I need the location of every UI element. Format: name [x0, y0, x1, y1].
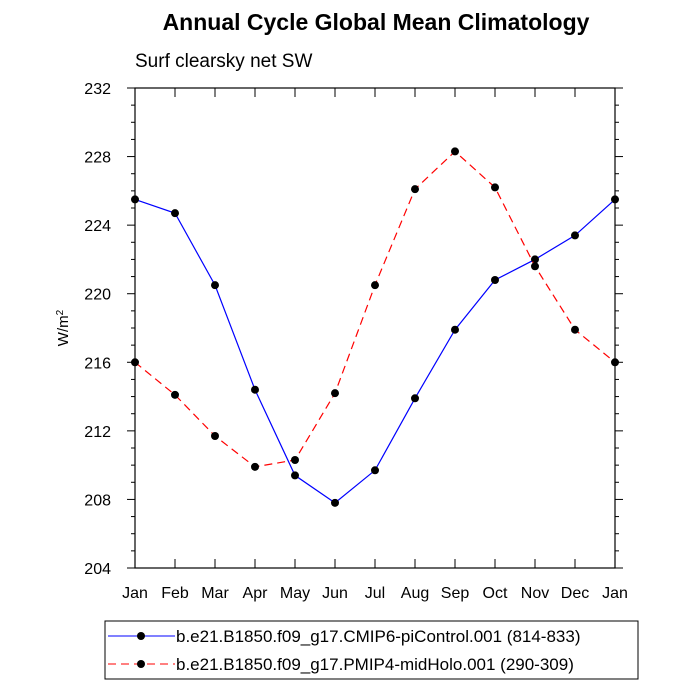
- y-tick-label: 204: [84, 561, 111, 578]
- y-tick-label: 208: [84, 492, 111, 509]
- series-1-point: [491, 276, 499, 284]
- series-2-point: [211, 432, 219, 440]
- series-1-point: [211, 281, 219, 290]
- y-tick-label: 216: [84, 355, 111, 372]
- tick-labels: Jan Feb Mar Apr May Jun Jul Aug Sep Oct Nov Dec Jan 2…: [84, 81, 628, 602]
- series-2-point: [491, 183, 499, 192]
- legend-box: [104, 620, 639, 680]
- y-axis-label-text: W/m: [55, 315, 72, 346]
- x-tick-label: Jun: [322, 585, 348, 602]
- series-2-point: [531, 262, 539, 271]
- y-tick-label: 212: [84, 424, 111, 441]
- series-1-point: [291, 471, 299, 480]
- legend: b.e21.B1850.f09_g17.CMIP6-piControl.001 …: [104, 620, 639, 680]
- legend-label-series-1: b.e21.B1850.f09_g17.CMIP6-piControl.001 …: [176, 627, 581, 646]
- x-tick-label: Sep: [441, 585, 470, 602]
- y-tick-label: 224: [84, 218, 111, 235]
- series-1-point: [371, 466, 379, 475]
- series-1-point: [171, 209, 179, 218]
- legend-label-series-2: b.e21.B1850.f09_g17.PMIP4-midHolo.001 (2…: [176, 655, 574, 674]
- x-tick-label: Jan: [122, 585, 148, 602]
- x-tick-label: Jan: [602, 585, 628, 602]
- series-1-point: [411, 394, 419, 403]
- series-1-point: [251, 385, 259, 394]
- axis-ticks: [127, 87, 623, 569]
- series-line-2: [134, 150, 616, 468]
- series-2-point: [251, 462, 259, 471]
- x-tick-label: Jul: [365, 585, 385, 602]
- y-axis-label: W/m2: [55, 309, 73, 346]
- chart-subtitle: Surf clearsky net SW: [135, 51, 312, 72]
- series-1-point: [451, 325, 459, 334]
- series-2-point: [451, 147, 459, 156]
- series-line-1: [134, 198, 616, 504]
- x-tick-label: May: [280, 585, 310, 602]
- plot-frame: [134, 87, 616, 569]
- series-layer: [131, 147, 619, 507]
- series-2-point: [571, 325, 579, 334]
- x-tick-label: Oct: [483, 585, 508, 602]
- series-1-point: [571, 231, 579, 240]
- chart-title: Annual Cycle Global Mean Climatology: [163, 9, 590, 35]
- y-axis-label-superscript: 2: [55, 309, 66, 315]
- x-tick-label: Dec: [561, 585, 589, 602]
- series-2-point: [371, 281, 379, 290]
- x-tick-label: Mar: [201, 585, 229, 602]
- y-tick-label: 232: [84, 81, 111, 98]
- legend-marker-series-1: [137, 632, 145, 640]
- y-tick-label: 228: [84, 150, 111, 167]
- x-tick-label: Apr: [243, 585, 269, 602]
- legend-marker-series-2: [137, 660, 145, 668]
- series-2-point: [171, 390, 179, 399]
- series-1-point: [531, 255, 539, 264]
- series-2-point: [291, 456, 299, 464]
- x-tick-label: Feb: [161, 585, 189, 602]
- series-2-point: [331, 389, 339, 398]
- series-1-point: [331, 498, 339, 507]
- x-tick-label: Aug: [401, 585, 429, 602]
- y-tick-label: 220: [84, 287, 111, 304]
- x-tick-label: Nov: [521, 585, 549, 602]
- series-2-point: [411, 185, 419, 194]
